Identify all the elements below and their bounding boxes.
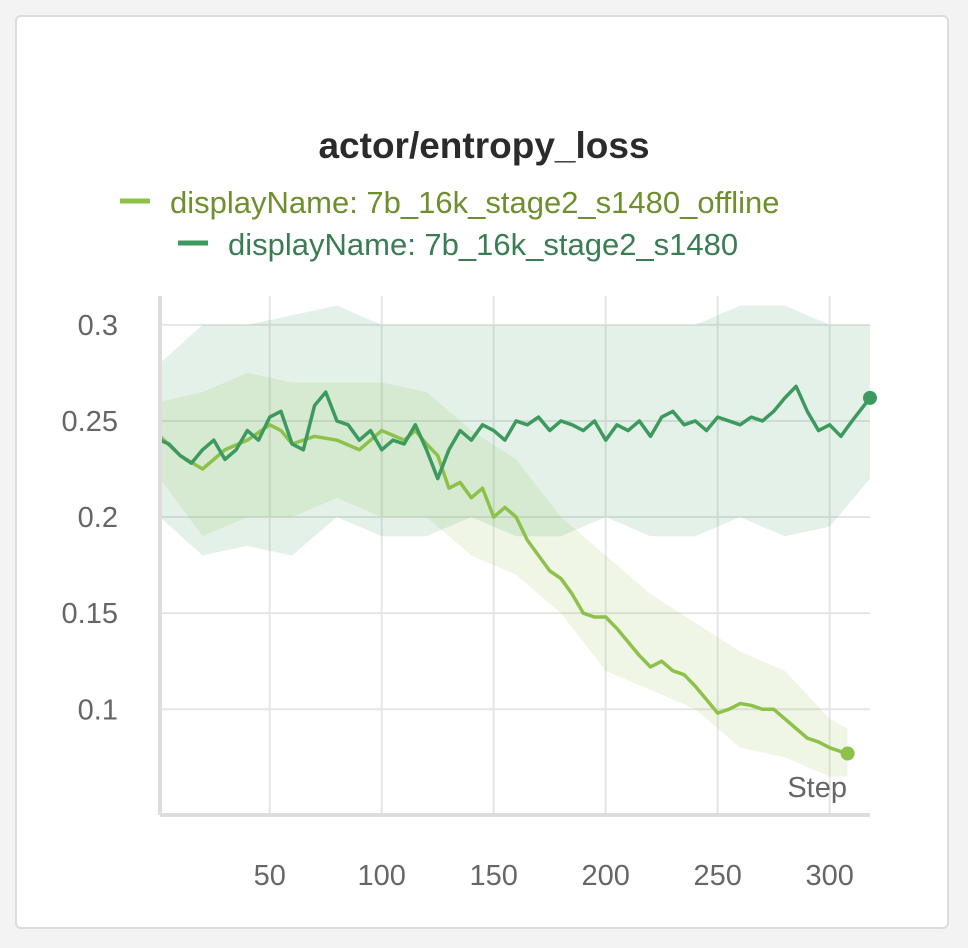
legend-label-online: displayName: 7b_16k_stage2_s1480: [228, 227, 738, 262]
series-endpoint-1: [863, 390, 877, 405]
x-tick-label: 200: [582, 860, 630, 892]
series-line-0: [158, 423, 849, 756]
y-tick-label: 0.25: [62, 406, 118, 438]
series-line-1: [159, 384, 872, 481]
raw-band-series-1: [160, 305, 870, 556]
chart-panel: [15, 15, 949, 929]
y-tick-label: 0.2: [78, 502, 118, 534]
x-axis-ticks: 50 100 150 200 250 300: [254, 860, 854, 892]
x-tick-label: 100: [358, 860, 406, 892]
raw-bands: [160, 305, 870, 777]
x-tick-label: 150: [470, 860, 518, 892]
y-tick-label: 0.15: [62, 598, 118, 630]
axes: [158, 296, 870, 817]
x-tick-label: 50: [254, 860, 286, 892]
y-tick-label: 0.1: [78, 694, 118, 726]
legend-label-offline: displayName: 7b_16k_stage2_s1480_offline: [170, 185, 780, 220]
raw-band-series-0: [160, 372, 848, 777]
legend: displayName: 7b_16k_stage2_s1480_offline…: [120, 185, 780, 262]
y-axis-ticks: 0.1 0.15 0.2 0.25 0.3: [62, 310, 118, 726]
chart-title: actor/entropy_loss: [318, 125, 649, 166]
series-endpoint-0: [840, 746, 855, 761]
x-axis-label: Step: [787, 772, 847, 804]
x-tick-label: 300: [805, 860, 853, 892]
x-tick-label: 250: [694, 860, 742, 892]
series-lines: [158, 384, 877, 761]
y-tick-label: 0.3: [78, 310, 118, 342]
